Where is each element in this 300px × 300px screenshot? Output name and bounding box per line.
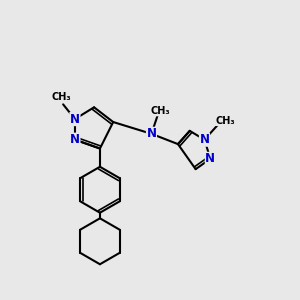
- Text: N: N: [206, 152, 215, 165]
- Text: CH₃: CH₃: [151, 106, 170, 116]
- Text: N: N: [200, 133, 209, 146]
- Text: CH₃: CH₃: [215, 116, 235, 126]
- Text: N: N: [70, 133, 80, 146]
- Text: N: N: [70, 112, 80, 126]
- Text: N: N: [146, 127, 157, 140]
- Text: CH₃: CH₃: [52, 92, 71, 102]
